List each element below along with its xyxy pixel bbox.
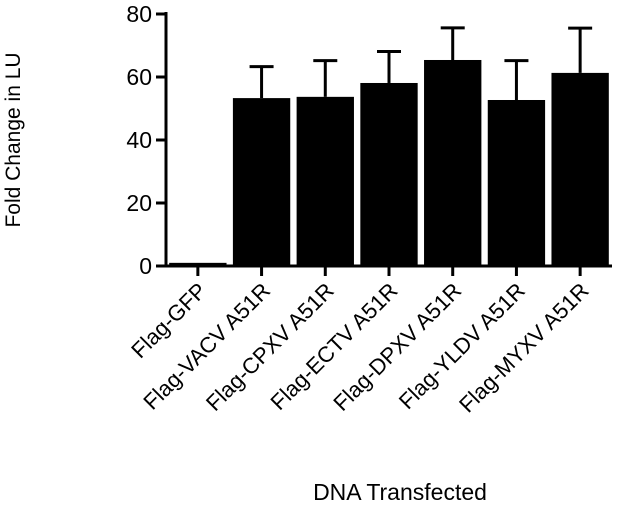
bar (551, 72, 609, 266)
bar (424, 59, 482, 266)
y-axis-title: Fold Change in LU (2, 52, 25, 227)
y-tick-label: 20 (126, 190, 152, 216)
y-tick-label: 40 (126, 127, 152, 153)
y-tick-label: 80 (126, 1, 152, 27)
y-tick-label: 0 (139, 253, 152, 279)
bar (169, 262, 227, 266)
y-tick-label: 60 (126, 64, 152, 90)
bar (296, 96, 354, 266)
x-axis-title: DNA Transfected (313, 479, 487, 505)
bar (487, 99, 546, 267)
bar (360, 82, 418, 266)
bar (232, 98, 291, 266)
